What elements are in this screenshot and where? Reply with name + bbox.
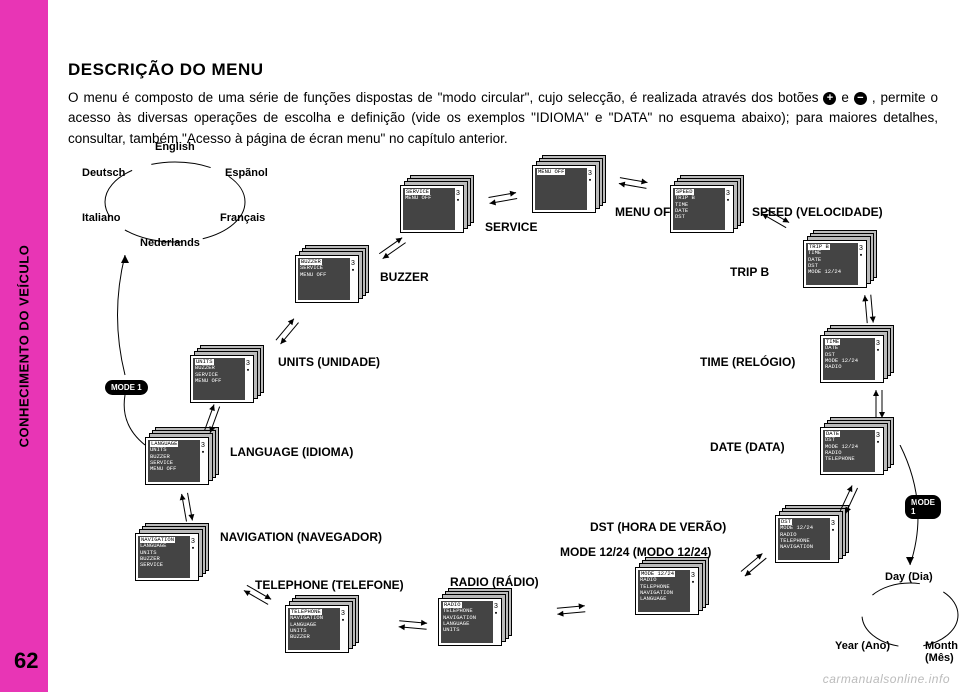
- label-navigation: NAVIGATION (NAVEGADOR): [220, 530, 382, 544]
- screen-menu_off: MENU OFF3▪: [532, 155, 606, 213]
- label-time: TIME (RELÓGIO): [700, 355, 795, 369]
- label-telephone: TELEPHONE (TELEFONE): [255, 578, 404, 592]
- lang-english: English: [155, 141, 195, 153]
- screen-service: SERVICEMENU OFF3▪: [400, 175, 474, 233]
- label-date: DATE (DATA): [710, 440, 785, 454]
- ring-arrow: [614, 172, 653, 196]
- date-day: Day (Dia): [885, 571, 933, 583]
- ring-arrow: [552, 598, 589, 619]
- label-language: LANGUAGE (IDIOMA): [230, 445, 353, 459]
- screen-buzzer: BUZZERSERVICEMENU OFF3▪: [295, 245, 369, 303]
- ring-arrow: [176, 488, 200, 527]
- label-units: UNITS (UNIDADE): [278, 355, 380, 369]
- date-connector: [895, 445, 935, 570]
- ring-arrow: [857, 290, 878, 327]
- screen-units: UNITSBUZZERSERVICEMENU OFF3▪: [190, 345, 264, 403]
- section-title: DESCRIÇÃO DO MENU: [68, 60, 938, 80]
- label-buzzer: BUZZER: [380, 270, 429, 284]
- lang-connector: [105, 255, 145, 385]
- screen-speed: SPEEDTRIP BTIMEDATEDST3▪: [670, 175, 744, 233]
- date-ring: Day (Dia) Year (Ano) Month (Mês): [850, 565, 960, 660]
- screen-navigation: NAVIGATIONLANGUAGEUNITSBUZZERSERVICE3▪: [135, 523, 209, 581]
- label-menu_off: MENU OFF: [615, 205, 678, 219]
- language-ring: English Deutsch Espãnol Italiano Françai…: [90, 147, 260, 257]
- date-month: Month (Mês): [925, 640, 960, 664]
- menu-diagram: English Deutsch Espãnol Italiano Françai…: [60, 155, 940, 675]
- label-dst: DST (HORA DE VERÃO): [590, 520, 726, 534]
- lang-deutsch: Deutsch: [82, 167, 125, 179]
- watermark: carmanualsonline.info: [823, 672, 950, 686]
- screen-radio: RADIOTELEPHONENAVIGATIONLANGUAGEUNITS3▪: [438, 588, 512, 646]
- screen-telephone: TELEPHONENAVIGATIONLANGUAGEUNITSBUZZER3▪: [285, 595, 359, 653]
- minus-icon: −: [854, 92, 867, 105]
- ring-arrow: [869, 386, 887, 422]
- page-number: 62: [14, 648, 38, 674]
- body-paragraph: O menu é composto de uma série de funçõe…: [68, 88, 938, 149]
- mode1-badge-left: MODE 1: [105, 380, 148, 395]
- screen-time: TIMEDATEDSTMODE 12/24RADIO3▪: [820, 325, 894, 383]
- lang-italiano: Italiano: [82, 212, 121, 224]
- ring-arrow: [373, 231, 413, 266]
- label-service: SERVICE: [485, 220, 537, 234]
- date-year: Year (Ano): [835, 640, 890, 652]
- ring-arrow: [484, 187, 523, 211]
- ring-arrow: [733, 546, 772, 583]
- screen-trip_b: TRIP BTIMEDATEDSTMODE 12/243▪: [803, 230, 877, 288]
- ring-arrow: [832, 479, 864, 519]
- screen-date: DATEDSTMODE 12/24RADIOTELEPHONE3▪: [820, 417, 894, 475]
- ring-arrow: [198, 399, 227, 439]
- lang-espanol: Espãnol: [225, 167, 268, 179]
- screen-mode1224: MODE 12/24RADIOTELEPHONENAVIGATIONLANGUA…: [635, 557, 709, 615]
- label-radio: RADIO (RÁDIO): [450, 575, 539, 589]
- content: DESCRIÇÃO DO MENU O menu é composto de u…: [68, 60, 938, 149]
- label-trip_b: TRIP B: [730, 265, 769, 279]
- sidebar-label: CONHECIMENTO DO VEÍCULO: [17, 245, 32, 448]
- plus-icon: +: [823, 92, 836, 105]
- lang-francais: Français: [220, 212, 265, 224]
- label-mode1224: MODE 12/24 (MODO 12/24): [560, 545, 711, 559]
- ring-arrow: [270, 312, 307, 351]
- lang-nederlands: Nederlands: [140, 237, 200, 249]
- ring-arrow: [394, 613, 431, 634]
